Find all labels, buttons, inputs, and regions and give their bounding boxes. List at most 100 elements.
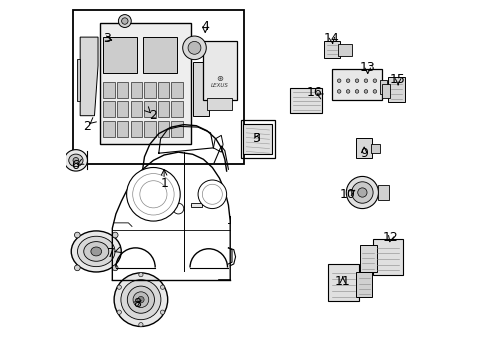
Circle shape [122,18,128,24]
Text: 15: 15 [389,73,405,86]
Text: ⊛: ⊛ [216,74,223,83]
Text: 2: 2 [82,120,90,133]
Circle shape [337,90,340,93]
Bar [144,102,155,117]
Circle shape [346,176,378,208]
FancyBboxPatch shape [372,239,403,275]
Bar [380,80,386,94]
Circle shape [117,310,121,314]
FancyBboxPatch shape [338,44,352,56]
Bar [157,121,169,137]
Bar [206,98,231,111]
FancyBboxPatch shape [387,77,404,103]
Circle shape [138,296,144,303]
Text: 12: 12 [382,231,398,244]
Circle shape [372,90,376,93]
Bar [157,102,169,117]
Circle shape [112,232,118,238]
Bar [103,102,115,117]
Ellipse shape [69,154,83,167]
Text: 8: 8 [133,297,141,310]
Ellipse shape [64,150,87,171]
Ellipse shape [83,242,108,261]
Bar [117,82,128,98]
Circle shape [114,273,167,327]
Bar [144,121,155,137]
Bar [73,10,244,164]
Circle shape [74,232,80,238]
Text: 6: 6 [71,159,79,172]
Polygon shape [80,37,98,116]
Bar [203,41,237,100]
Ellipse shape [71,231,121,272]
FancyBboxPatch shape [243,123,272,154]
Circle shape [160,310,164,314]
Bar [142,37,176,73]
Bar [370,144,380,153]
Bar [130,121,142,137]
Text: 10: 10 [340,188,355,201]
Bar [157,82,169,98]
Text: 9: 9 [360,147,367,160]
Text: 4: 4 [201,20,209,33]
Bar [130,102,142,117]
Circle shape [117,285,121,289]
Circle shape [73,157,79,163]
Circle shape [133,292,148,307]
Text: 7: 7 [106,247,114,260]
Text: LEXUS: LEXUS [211,83,229,88]
Circle shape [160,285,164,289]
Circle shape [183,36,206,60]
Circle shape [357,188,366,197]
Circle shape [121,280,161,320]
Bar [192,62,208,116]
Bar [130,82,142,98]
Bar [171,102,183,117]
Circle shape [354,79,358,82]
Bar [378,185,388,200]
FancyBboxPatch shape [323,41,340,58]
Circle shape [198,180,226,208]
Circle shape [74,265,80,271]
Bar [144,82,155,98]
Circle shape [337,79,340,82]
Circle shape [139,273,143,277]
Bar [381,84,389,98]
Bar [171,121,183,137]
Text: 11: 11 [334,275,350,288]
FancyBboxPatch shape [328,264,358,301]
Circle shape [139,323,143,327]
Ellipse shape [91,247,102,256]
Bar [103,37,137,73]
Bar [103,82,115,98]
Circle shape [346,79,349,82]
Bar [100,23,190,144]
Bar [171,82,183,98]
Circle shape [126,167,180,221]
Polygon shape [77,59,80,102]
Ellipse shape [77,236,115,267]
Circle shape [364,90,367,93]
Circle shape [351,182,372,203]
Bar [117,121,128,137]
Circle shape [173,203,183,214]
Text: 1: 1 [160,177,168,190]
Circle shape [118,15,131,27]
Bar [190,203,201,207]
Circle shape [127,286,154,313]
Text: 16: 16 [305,86,322,99]
FancyBboxPatch shape [289,88,322,113]
FancyBboxPatch shape [355,272,372,297]
Circle shape [188,41,201,54]
FancyBboxPatch shape [355,138,372,158]
Text: 5: 5 [252,132,261,145]
Text: 3: 3 [103,32,111,45]
Text: 13: 13 [359,61,375,74]
Circle shape [354,90,358,93]
Circle shape [112,265,118,271]
Text: 14: 14 [324,32,339,45]
FancyBboxPatch shape [331,69,381,100]
FancyBboxPatch shape [359,245,376,272]
Text: 2: 2 [149,109,157,122]
Circle shape [346,90,349,93]
